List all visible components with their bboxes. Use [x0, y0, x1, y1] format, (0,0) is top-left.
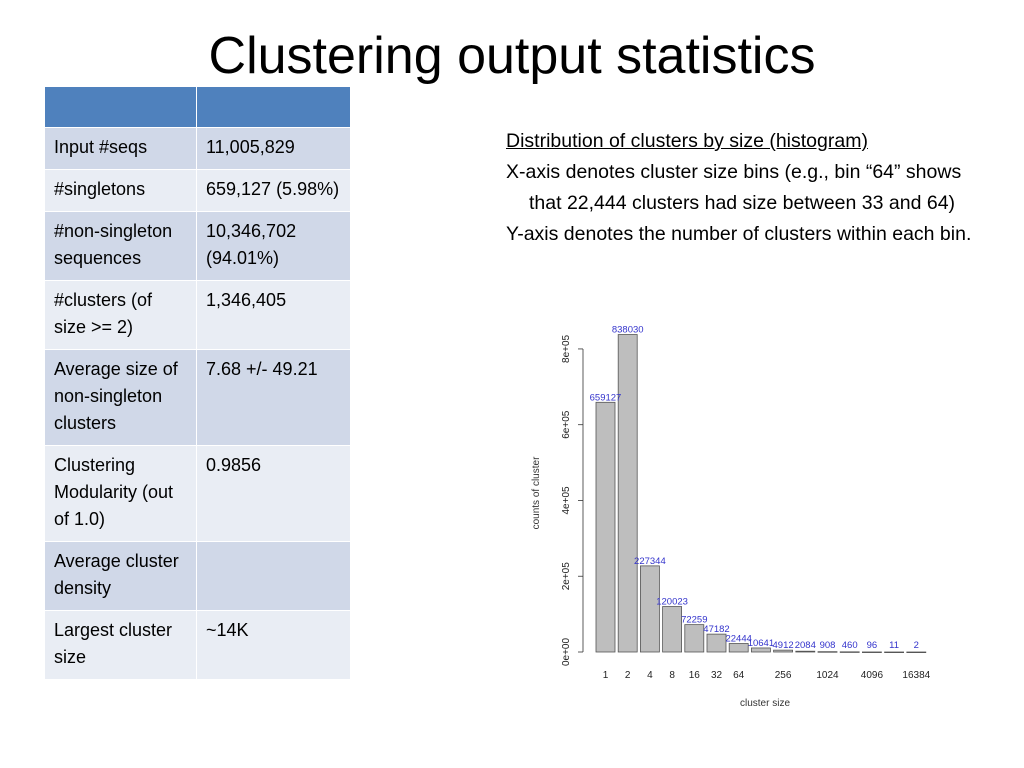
y-tick-label: 0e+00	[561, 638, 572, 667]
row-label: Average size of non-singleton clusters	[44, 349, 197, 446]
bar-8	[662, 606, 683, 653]
bar-64	[728, 643, 749, 653]
data-label-256: 4912	[773, 640, 794, 651]
table-header-cell	[196, 86, 351, 128]
data-label-1024: 908	[820, 640, 836, 651]
data-label-16384: 2	[914, 640, 919, 651]
yaxis-description: Y-axis denotes the number of clusters wi…	[506, 223, 972, 245]
table-row: #singletons 659,127 (5.98%)	[44, 169, 351, 212]
x-axis-label: cluster size	[740, 698, 790, 709]
row-label: Average cluster density	[44, 541, 197, 611]
row-value: 11,005,829	[196, 127, 351, 170]
table-row: #non-singleton sequences 10,346,702 (94.…	[44, 211, 351, 281]
y-tick-label: 8e+05	[561, 334, 572, 363]
data-label-2: 838030	[612, 325, 644, 336]
y-tick-label: 2e+05	[561, 562, 572, 591]
x-tick-1024: 1024	[816, 670, 839, 681]
row-value: 7.68 +/- 49.21	[196, 349, 351, 446]
slide-title: Clustering output statistics	[208, 27, 816, 85]
bar-1024	[817, 651, 838, 653]
table-row: Average size of non-singleton clusters 7…	[44, 349, 351, 446]
x-tick-64: 64	[733, 670, 745, 681]
xaxis-description: X-axis denotes cluster size bins (e.g., …	[506, 161, 962, 214]
table-row: Clustering Modularity (out of 1.0) 0.985…	[44, 445, 351, 542]
data-label-8: 120023	[656, 597, 688, 608]
y-tick-label: 4e+05	[561, 486, 572, 515]
bar-4	[640, 565, 660, 653]
bar-32	[706, 633, 727, 653]
bar-512	[795, 650, 816, 653]
data-labels-group: 6591278380302273441200237225947182224441…	[590, 325, 919, 651]
x-tick-16384: 16384	[902, 670, 930, 681]
data-label-8192: 11	[889, 640, 899, 651]
table-header-row	[44, 86, 351, 128]
data-label-1: 659127	[590, 392, 622, 403]
table-row: #clusters (of size >= 2) 1,346,405	[44, 280, 351, 350]
data-label-64: 22444	[725, 633, 751, 644]
bar-4096	[861, 651, 882, 653]
x-tick-1: 1	[603, 670, 609, 681]
x-tick-2: 2	[625, 670, 631, 681]
x-tick-labels: 1 2 4 8 16 32 64 256 1024 4096 16384	[603, 670, 931, 681]
x-tick-256: 256	[775, 670, 792, 681]
x-tick-4096: 4096	[861, 670, 884, 681]
row-label: Input #seqs	[44, 127, 197, 170]
bar-2	[617, 334, 638, 653]
stats-table: Input #seqs 11,005,829 #singletons 659,1…	[44, 86, 351, 680]
row-label: #non-singleton sequences	[44, 211, 197, 281]
row-label: #singletons	[44, 169, 197, 212]
x-tick-4: 4	[647, 670, 653, 681]
table-row: Input #seqs 11,005,829	[44, 127, 351, 170]
data-label-512: 2084	[795, 640, 816, 651]
bars-group	[595, 334, 927, 653]
bar-1	[595, 401, 616, 653]
data-label-128: 10641	[748, 638, 774, 649]
x-tick-8: 8	[669, 670, 675, 681]
y-axis: 0e+00 2e+05 4e+05 6e+05 8e+05	[561, 334, 584, 667]
y-tick-label: 6e+05	[561, 410, 572, 439]
row-value: 0.9856	[196, 445, 351, 542]
y-axis-label: counts of cluster	[531, 456, 542, 529]
bar-16384	[906, 651, 927, 653]
bar-128	[750, 647, 771, 653]
table-row: Largest cluster size ~14K	[44, 610, 351, 680]
bar-16	[684, 624, 705, 653]
x-tick-16: 16	[689, 670, 701, 681]
row-label: Clustering Modularity (out of 1.0)	[44, 445, 197, 542]
bar-2048	[839, 651, 860, 653]
data-label-4096: 96	[867, 640, 878, 651]
x-tick-32: 32	[711, 670, 723, 681]
bar-8192	[884, 651, 905, 653]
row-value: 659,127 (5.98%)	[196, 169, 351, 212]
cluster-size-histogram: 6591278380302273441200237225947182224441…	[531, 325, 931, 709]
row-value	[196, 541, 351, 611]
data-label-2048: 460	[842, 640, 858, 651]
row-value: 10,346,702 (94.01%)	[196, 211, 351, 281]
histogram-description: Distribution of clusters by size (histog…	[506, 126, 996, 250]
data-label-32: 47182	[703, 624, 729, 635]
data-label-4: 227344	[634, 556, 666, 567]
table-header-cell	[44, 86, 197, 128]
data-label-16: 72259	[681, 615, 707, 626]
row-value: ~14K	[196, 610, 351, 680]
table-row: Average cluster density	[44, 541, 351, 611]
row-value: 1,346,405	[196, 280, 351, 350]
description-heading: Distribution of clusters by size (histog…	[506, 130, 868, 152]
row-label: #clusters (of size >= 2)	[44, 280, 197, 350]
bar-256	[773, 649, 794, 653]
row-label: Largest cluster size	[44, 610, 197, 680]
